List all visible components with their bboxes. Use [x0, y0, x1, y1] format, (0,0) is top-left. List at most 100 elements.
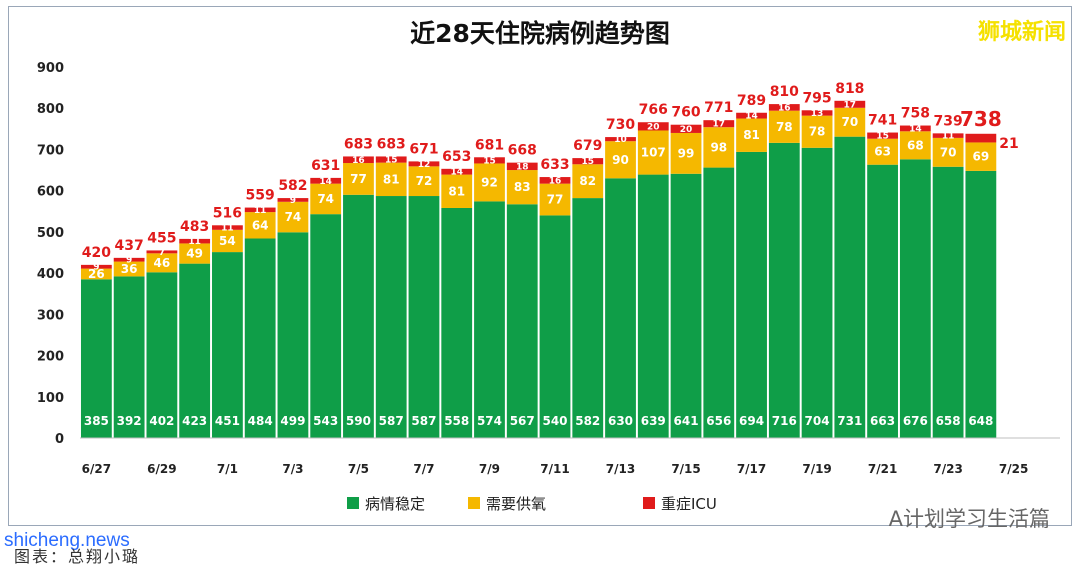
legend: 病情稳定 需要供氧 重症ICU	[347, 495, 717, 513]
data-label-total: 455	[147, 230, 176, 246]
bar-segment-oxygen	[375, 162, 407, 197]
bar-segment-stable	[965, 170, 997, 438]
bar-segment-icu	[310, 177, 342, 184]
x-tick-label: 7/21	[868, 462, 897, 476]
bar-segment-oxygen	[146, 253, 178, 273]
x-tick-label: 7/11	[540, 462, 569, 476]
data-label-stable: 676	[903, 414, 928, 428]
bar-segment-oxygen	[572, 164, 604, 199]
data-label-total: 437	[115, 238, 144, 254]
data-label-oxygen: 81	[383, 172, 400, 186]
data-label-icu: 17	[713, 120, 726, 130]
brand-logo-text: 狮城新闻	[977, 20, 1066, 45]
y-tick-label: 0	[55, 432, 64, 447]
bar-segment-oxygen	[408, 166, 440, 197]
x-tick-label: 7/23	[933, 462, 962, 476]
data-label-oxygen: 99	[678, 146, 695, 160]
bar-segment-icu	[768, 104, 800, 111]
data-label-oxygen: 77	[350, 172, 367, 186]
bar-segment-stable	[310, 214, 342, 438]
data-label-stable: 451	[215, 414, 240, 428]
data-label-total: 739	[933, 113, 962, 129]
bar-segment-stable	[637, 174, 669, 438]
bar-segment-stable	[899, 159, 931, 439]
bar-segment-icu	[637, 122, 669, 131]
x-tick-label: 7/13	[606, 462, 635, 476]
y-tick-label: 500	[37, 226, 64, 241]
bar-segment-icu	[539, 177, 571, 184]
bar-segment-icu	[441, 168, 473, 175]
bar-segment-oxygen	[539, 183, 571, 216]
data-label-stable: 574	[477, 414, 502, 428]
bar-segment-oxygen	[179, 243, 211, 264]
data-label-stable: 731	[837, 414, 862, 428]
legend-label: 需要供氧	[486, 495, 546, 513]
data-label-stable: 402	[149, 414, 174, 428]
bar-segment-icu	[801, 110, 833, 116]
data-label-stable: 558	[444, 414, 469, 428]
data-label-total: 582	[278, 178, 307, 194]
bar-segment-icu	[670, 124, 702, 133]
data-label-total: 683	[344, 136, 373, 152]
bar-segment-oxygen	[801, 115, 833, 148]
bar-segment-oxygen	[605, 141, 636, 179]
data-label-oxygen: 90	[612, 153, 629, 167]
bar-segment-stable	[375, 196, 407, 438]
data-label-total: 766	[639, 102, 668, 118]
data-label-oxygen: 98	[710, 140, 727, 154]
bar-segment-stable	[80, 279, 112, 438]
data-label-stable: 656	[706, 414, 731, 428]
data-label-oxygen: 92	[481, 175, 498, 189]
data-label-icu: 17	[844, 100, 857, 110]
data-label-total: 795	[802, 90, 831, 106]
bar-segment-icu	[80, 264, 112, 269]
data-label-stable: 648	[968, 414, 993, 428]
bar-segment-stable	[343, 194, 374, 438]
x-tick-label: 7/1	[217, 462, 238, 476]
y-axis: 0 100 200 300 400 500 600 700 800 900	[37, 61, 64, 447]
data-label-icu: 15	[385, 156, 398, 166]
bars-group: 3852694203923694374024674554234911483451…	[80, 81, 1019, 439]
data-label-oxygen: 83	[514, 180, 531, 194]
data-label-total: 730	[606, 117, 635, 133]
data-label-oxygen: 46	[154, 256, 171, 270]
data-label-stable: 716	[772, 414, 797, 428]
data-label-stable: 587	[411, 414, 436, 428]
bar-segment-stable	[703, 167, 735, 439]
bar-segment-icu	[212, 225, 243, 230]
data-label-icu: 18	[516, 162, 529, 172]
data-label-oxygen: 72	[416, 174, 433, 188]
bar-segment-oxygen	[310, 183, 342, 215]
bar-segment-oxygen	[506, 170, 538, 205]
data-label-oxygen: 26	[88, 267, 105, 281]
bar-segment-icu	[932, 133, 964, 138]
data-label-oxygen: 68	[907, 138, 924, 152]
data-label-oxygen: 74	[285, 210, 302, 224]
data-label-total: 771	[704, 100, 733, 116]
x-tick-label: 7/7	[413, 462, 434, 476]
data-label-total: 516	[213, 205, 242, 221]
data-label-stable: 543	[313, 414, 338, 428]
data-label-total: 681	[475, 137, 504, 153]
data-label-stable: 587	[379, 414, 404, 428]
bar-segment-oxygen	[932, 137, 964, 167]
data-label-icu: 9	[93, 263, 99, 273]
data-label-icu: 11	[221, 224, 234, 234]
x-tick-label: 7/19	[802, 462, 831, 476]
x-axis: 6/27 6/29 7/1 7/3 7/5 7/7 7/9 7/11 7/13 7/15 7/17 7…	[80, 437, 1060, 476]
bar-segment-icu	[408, 161, 440, 167]
data-label-icu: 9	[290, 196, 296, 206]
data-label-stable: 582	[575, 414, 600, 428]
data-label-oxygen: 70	[841, 115, 858, 129]
bar-segment-oxygen	[212, 229, 243, 253]
data-label-icu: 9	[126, 256, 132, 266]
watermark-wechat: A计划学习生活篇	[888, 507, 1050, 531]
data-label-oxygen: 78	[809, 125, 826, 139]
data-label-total: 810	[770, 84, 799, 100]
data-label-oxygen: 36	[121, 262, 138, 276]
bar-segment-oxygen	[343, 163, 374, 195]
bar-segment-stable	[572, 198, 604, 438]
data-label-icu: 20	[680, 125, 693, 135]
bar-segment-stable	[441, 207, 473, 438]
bar-segment-icu	[277, 198, 309, 202]
